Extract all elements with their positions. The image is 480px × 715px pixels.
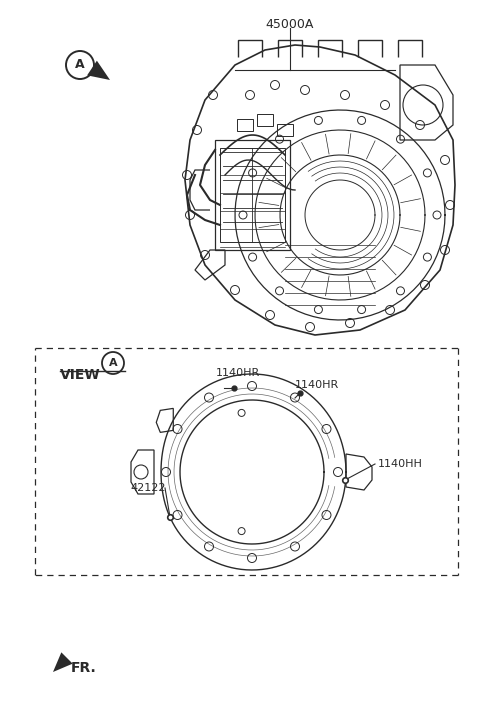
Text: A: A bbox=[108, 358, 117, 368]
Text: VIEW: VIEW bbox=[60, 368, 101, 382]
Bar bbox=[215, 140, 290, 250]
Polygon shape bbox=[53, 652, 72, 672]
Polygon shape bbox=[87, 61, 110, 80]
Bar bbox=[257, 114, 273, 126]
Text: 1140HH: 1140HH bbox=[378, 459, 423, 469]
Text: 1140HR: 1140HR bbox=[216, 368, 260, 378]
Text: 1140HR: 1140HR bbox=[295, 380, 339, 390]
Text: 45000A: 45000A bbox=[266, 18, 314, 31]
Bar bbox=[220, 148, 285, 242]
Bar bbox=[277, 124, 293, 136]
Text: FR.: FR. bbox=[71, 661, 97, 675]
Bar bbox=[237, 119, 253, 131]
Text: 42122: 42122 bbox=[130, 483, 166, 493]
Text: A: A bbox=[75, 59, 85, 72]
